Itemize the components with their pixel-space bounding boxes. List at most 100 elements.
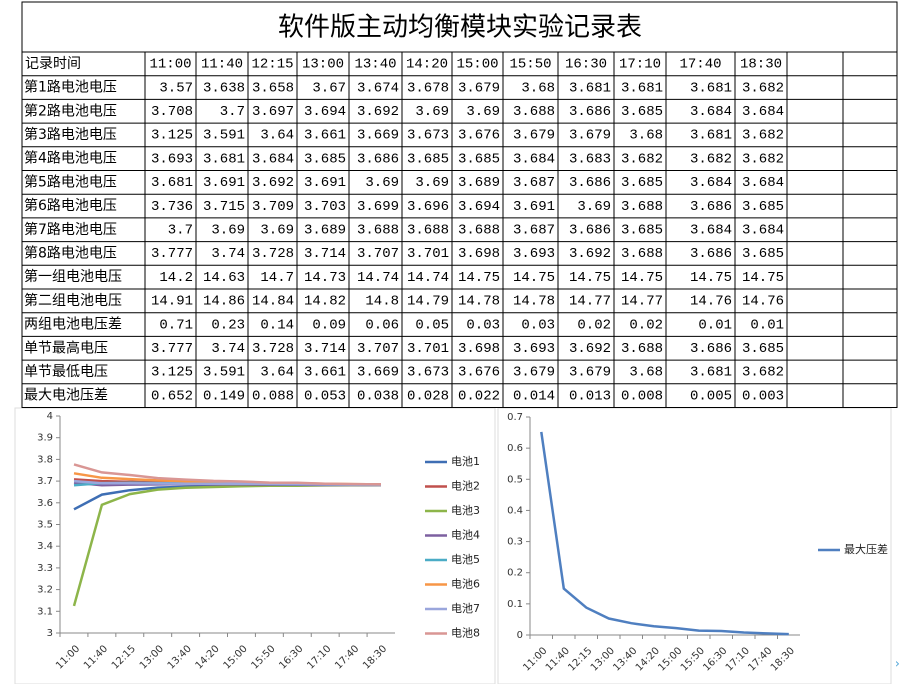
- table-cell: 3.684: [252, 151, 294, 167]
- y-tick-label: 3.5: [37, 520, 53, 531]
- table-cell: 3.7: [220, 104, 245, 120]
- table-cell: 3.685: [621, 104, 663, 120]
- y-tick-label: 3.7: [37, 476, 53, 487]
- legend-label: 电池6: [451, 578, 480, 591]
- table-cell: 3.64: [260, 128, 294, 144]
- next-arrow[interactable]: ›: [895, 657, 900, 671]
- table-cell: 3.688: [357, 222, 399, 238]
- table-cell: 3.685: [621, 175, 663, 191]
- table-cell: 3.591: [203, 128, 245, 144]
- table-cell: 3.684: [690, 104, 732, 120]
- y-tick-label: 0.5: [507, 474, 523, 485]
- table-cell: 14.8: [365, 294, 399, 310]
- row-label: 单节最低电压: [24, 364, 108, 380]
- header-cell: 18:30: [740, 57, 782, 73]
- y-tick-label: 0.4: [507, 505, 523, 516]
- table-cell: 3.715: [203, 199, 245, 215]
- y-tick-label: 0.2: [507, 568, 523, 579]
- table-cell: 3.688: [621, 341, 663, 357]
- y-tick-label: 3: [47, 628, 53, 639]
- table-cell: 3.591: [203, 365, 245, 381]
- table-cell: 0.02: [629, 317, 663, 333]
- y-tick-label: 0.6: [507, 443, 523, 454]
- y-tick-label: 3.8: [37, 454, 53, 465]
- table-cell: 3.679: [458, 80, 500, 96]
- table-cell: 3.673: [407, 128, 449, 144]
- table-cell: 3.684: [513, 151, 555, 167]
- table-cell: 3.669: [357, 365, 399, 381]
- table-cell: 3.676: [458, 128, 500, 144]
- table-cell: 3.686: [569, 175, 611, 191]
- table-cell: 3.692: [569, 341, 611, 357]
- row-label: 最大电池压差: [24, 388, 108, 404]
- legend-label: 电池7: [451, 602, 480, 615]
- table-cell: 3.687: [513, 222, 555, 238]
- table-cell: 3.658: [252, 80, 294, 96]
- table-cell: 14.74: [407, 270, 449, 286]
- header-cell: 17:40: [679, 57, 721, 73]
- header-cell: 16:30: [565, 57, 607, 73]
- table-cell: 0.01: [698, 317, 732, 333]
- y-tick-label: 0.7: [507, 412, 523, 423]
- table-cell: 3.681: [690, 80, 732, 96]
- row-label: 第5路电池电压: [24, 173, 117, 190]
- row-label: 第8路电池电压: [24, 244, 117, 261]
- header-cell: 11:00: [149, 57, 191, 73]
- table-cell: 3.74: [211, 341, 245, 357]
- table-cell: 3.682: [621, 151, 663, 167]
- row-label: 两组电池电压差: [24, 317, 122, 333]
- table-cell: 0.053: [304, 388, 346, 404]
- table-cell: 3.74: [211, 246, 245, 262]
- table-cell: 14.2: [159, 270, 193, 286]
- table-cell: 3.684: [742, 104, 784, 120]
- table-cell: 3.688: [407, 222, 449, 238]
- table-cell: 14.86: [203, 294, 245, 310]
- table-cell: 3.674: [357, 80, 399, 96]
- table-cell: 3.125: [151, 365, 193, 381]
- table-cell: 14.76: [742, 294, 784, 310]
- table-cell: 3.683: [569, 151, 611, 167]
- legend-label: 电池8: [451, 627, 480, 640]
- table-cell: 14.76: [690, 294, 732, 310]
- table-cell: 14.74: [357, 270, 399, 286]
- table-cell: 3.661: [304, 365, 346, 381]
- table-cell: 14.82: [304, 294, 346, 310]
- table-cell: 3.64: [260, 365, 294, 381]
- table-cell: 3.68: [521, 80, 555, 96]
- y-tick-label: 4: [47, 411, 53, 422]
- table-cell: 3.679: [569, 365, 611, 381]
- table-cell: 3.69: [415, 175, 449, 191]
- y-tick-label: 0.1: [507, 599, 523, 610]
- table-cell: 3.681: [151, 175, 193, 191]
- table-cell: 3.703: [304, 199, 346, 215]
- table-cell: 14.77: [621, 294, 663, 310]
- legend-label: 电池5: [451, 553, 480, 566]
- table-cell: 14.77: [569, 294, 611, 310]
- table-cell: 3.688: [621, 199, 663, 215]
- table-cell: 3.686: [569, 222, 611, 238]
- table-cell: 3.686: [690, 246, 732, 262]
- table-cell: 3.698: [458, 246, 500, 262]
- y-tick-label: 3.1: [37, 606, 53, 617]
- table-cell: 3.688: [458, 222, 500, 238]
- row-label: 第3路电池电压: [24, 126, 117, 143]
- row-label: 第2路电池电压: [24, 102, 117, 119]
- table-cell: 3.685: [304, 151, 346, 167]
- table-cell: 0.23: [211, 317, 245, 333]
- table-cell: 3.714: [304, 341, 346, 357]
- table-cell: 14.7: [260, 270, 294, 286]
- header-cell: 15:00: [456, 57, 498, 73]
- table-cell: 3.685: [407, 151, 449, 167]
- table-cell: 3.686: [357, 151, 399, 167]
- table-cell: 14.84: [252, 294, 294, 310]
- table-cell: 3.699: [357, 199, 399, 215]
- table-cell: 0.09: [312, 317, 346, 333]
- table-cell: 3.685: [742, 199, 784, 215]
- table-cell: 3.678: [407, 80, 449, 96]
- table-cell: 0.14: [260, 317, 294, 333]
- table-cell: 14.78: [513, 294, 555, 310]
- table-cell: 3.694: [304, 104, 346, 120]
- table-cell: 3.777: [151, 246, 193, 262]
- row-label: 单节最高电压: [24, 339, 108, 356]
- table-cell: 3.692: [357, 104, 399, 120]
